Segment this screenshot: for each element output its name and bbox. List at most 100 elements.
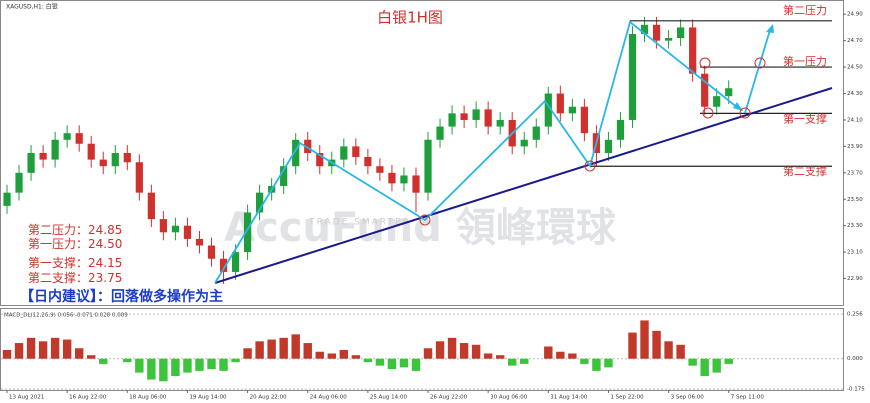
candle-body [87,143,95,160]
x-tick-label: 31 Aug 14:00 [550,395,588,401]
macd-bar [2,350,12,359]
x-tick-label: 19 Aug 14:00 [189,395,227,401]
arrow-head [733,102,743,111]
macd-bar [38,341,48,359]
macd-bar [62,339,72,359]
macd-bar [664,341,673,359]
candle-body [701,73,709,107]
candle-body [171,225,180,233]
x-tick-label: 13 Aug 2021 [9,395,44,401]
candle-body [460,113,468,120]
macd-bar [604,358,613,368]
macd-bar [676,344,685,359]
candle-body [15,172,23,193]
candle-body [207,245,216,259]
x-tick-label: 1 Sep 22:00 [610,395,644,401]
advice-text: 【日内建议】：回落做多操作为主 [20,288,223,305]
y-tick-label: -0.175 [847,387,865,393]
macd-bar [315,351,324,359]
x-tick-label: 20 Aug 22:00 [250,395,288,401]
candle-body [532,126,540,140]
level-summary-sep: ： [76,223,88,237]
macd-bar [544,346,553,359]
y-tick-label: 24.90 [847,12,863,18]
macd-bar [279,337,288,359]
candle-body [39,153,47,160]
candle-body [159,219,167,233]
macd-bar [135,358,144,373]
candle-body [484,109,492,127]
macd-bar [195,358,204,371]
candle-body [147,192,155,220]
x-tick-label: 26 Aug 22:00 [430,395,468,401]
candle-body [604,139,613,153]
macd-bar [399,358,409,368]
watermark-sub: TRADE SMARTER [308,218,411,228]
level-summary-price: 24.15 [88,256,122,270]
candle-body [292,139,300,167]
macd-bar [26,337,36,359]
candle-body [448,113,456,127]
candle-body [436,126,444,140]
marker-circle [754,57,766,69]
x-tick-label: 24 Aug 06:00 [310,395,348,401]
macd-bar [255,341,264,359]
macd-bar [556,351,565,359]
macd-bar [219,358,228,371]
wave-path [214,20,739,284]
marker-circle [739,107,751,119]
macd-bar [435,341,445,359]
macd-bar [592,358,601,371]
macd-bar [459,343,469,359]
candle-body [195,238,204,246]
candle-body [51,139,59,160]
watermark: AccuFund 領峰環球 [224,205,617,251]
macd-bar [147,358,156,380]
candle-body [219,258,228,272]
x-tick-label: 7 Sep 11:00 [731,395,765,401]
macd-bar [628,332,637,359]
candle-body [316,153,324,167]
macd-bar [339,350,349,359]
candle-body [568,106,576,114]
level-summary-sep: ： [76,271,88,285]
candle-body [580,106,588,134]
candle-body [63,133,71,140]
candle-body [256,192,264,213]
candle-body [677,27,685,39]
macd-bar [411,358,421,371]
level-summary-price: 24.85 [88,223,122,237]
wave-path-projection [744,29,771,114]
level-summary: 第二支撑：23.75 [28,270,122,285]
macd-bar [123,358,132,363]
candle-body [556,93,564,114]
candle-body [652,24,661,41]
candle-body [75,133,83,144]
level-summary: 第一压力：24.50 [28,237,122,251]
trend-line [214,87,833,284]
candle-body [496,119,504,127]
x-tick-label: 18 Aug 06:00 [129,395,167,401]
candle-body [628,34,637,120]
y-tick-label: 24.50 [847,65,863,71]
y-tick-label: 23.90 [847,144,863,150]
level-name: 第二支撑 [783,164,827,178]
macd-bar [291,334,300,359]
macd-bar [14,343,24,359]
macd-bar [327,353,336,359]
y-tick-label: 24.10 [847,117,863,123]
macd-bar [652,330,661,359]
y-tick-label: 22.90 [847,276,863,282]
macd-bar [724,358,733,364]
candle-body [412,175,420,193]
symbol-label: XAGUSD,H1: 白银 [6,3,58,11]
candle-body [400,175,408,184]
marker-circle [419,214,431,226]
candle-body [544,93,552,127]
macd-bar [87,355,96,359]
macd-bar [700,358,709,377]
candle-body [352,146,360,157]
level-summary: 第二压力：24.85 [28,223,122,237]
marker-circle [699,57,711,69]
